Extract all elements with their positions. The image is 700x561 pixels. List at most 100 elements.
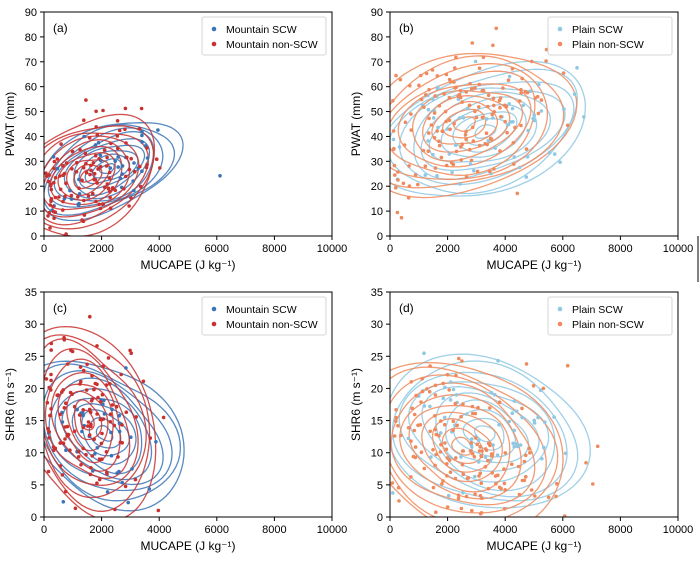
scatter-point [89,399,94,403]
scatter-point [511,141,516,145]
x-axis-title: MUCAPE (J kg⁻¹) [486,539,581,553]
scatter-point [144,165,149,170]
scatter-point [469,158,474,163]
scatter-point [460,449,465,453]
scatter-point [108,382,112,386]
scatter-point [49,378,53,383]
scatter-point [107,176,112,180]
y-tick-label: 15 [371,416,383,428]
scatter-point [524,147,529,151]
scatter-point [131,179,135,183]
scatter-point [477,82,482,87]
scatter-point [532,118,537,123]
scatter-point [481,55,486,60]
y-tick-label: 30 [25,156,37,168]
scatter-point [92,437,96,442]
scatter-point [58,441,62,445]
scatter-point [105,155,109,160]
scatter-point [391,147,396,152]
scatter-point [470,41,475,45]
scatter-point [396,170,400,174]
scatter-point [496,473,500,478]
scatter-point [441,381,446,386]
x-tick-label: 0 [387,524,393,536]
scatter-point [108,420,113,424]
scatter-point [422,404,427,408]
scatter-point [539,98,544,102]
scatter-point [451,387,456,392]
y-tick-label: 90 [371,7,383,19]
scatter-point [106,356,111,360]
x-tick-label: 6000 [205,524,229,536]
kde-contour [390,70,536,176]
scatter-point [101,108,105,113]
scatter-point [94,125,98,129]
scatter-point [486,138,491,143]
scatter-point [114,404,119,409]
scatter-point [479,454,483,458]
x-tick-label: 8000 [262,524,286,536]
kde-contour [431,100,499,145]
scatter-point [100,417,104,422]
y-tick-label: 20 [371,383,383,395]
scatter-point [85,362,89,367]
scatter-point [117,128,122,133]
scatter-point [69,197,74,201]
scatter-point [93,452,97,456]
scatter-point [108,166,113,170]
scatter-point [89,168,93,173]
scatter-point [399,215,404,220]
scatter-point [86,420,91,424]
y-tick-label: 0 [377,231,383,243]
scatter-point [454,456,458,460]
scatter-point [443,109,448,114]
scatter-point [457,356,461,361]
kde-contour [397,83,532,168]
x-tick-label: 10000 [663,524,694,536]
scatter-point [424,93,428,97]
scatter-point [495,453,500,457]
scatter-point [416,182,420,187]
scatter-point [547,150,552,155]
scatter-point [394,419,398,424]
scatter-point [453,401,458,406]
scatter-point [486,104,490,109]
kde-contour [84,153,131,185]
scatter-point [101,402,105,407]
scatter-point [520,415,524,420]
scatter-point [65,424,70,429]
x-tick-label: 4000 [147,243,171,255]
scatter-point [134,415,138,419]
scatter-point [536,111,541,116]
scatter-point [447,388,452,392]
x-tick-label: 10000 [317,524,348,536]
scatter-point [77,449,81,454]
scatter-point [100,392,105,397]
scatter-point [69,193,74,198]
scatter-point [407,164,411,168]
y-tick-label: 5 [377,480,383,492]
y-tick-label: 20 [25,383,37,395]
scatter-point [433,393,438,397]
scatter-point [125,155,129,160]
kde-contour [421,411,503,483]
scatter-point [64,232,68,236]
scatter-point [93,153,98,158]
scatter-point [52,159,57,164]
scatter-point [64,161,69,165]
scatter-point [453,86,457,90]
scatter-point [80,178,84,183]
scatter-point [455,423,460,428]
plot-frame [43,11,333,237]
scatter-point [459,455,463,459]
scatter-point [63,489,68,494]
scatter-point [451,419,456,424]
scatter-point [49,372,53,377]
scatter-point [448,127,452,132]
scatter-point [110,407,114,412]
scatter-point [458,88,463,93]
scatter-point [442,422,447,427]
scatter-point [531,384,536,388]
scatter-point [431,448,435,452]
legend-box [201,296,327,336]
